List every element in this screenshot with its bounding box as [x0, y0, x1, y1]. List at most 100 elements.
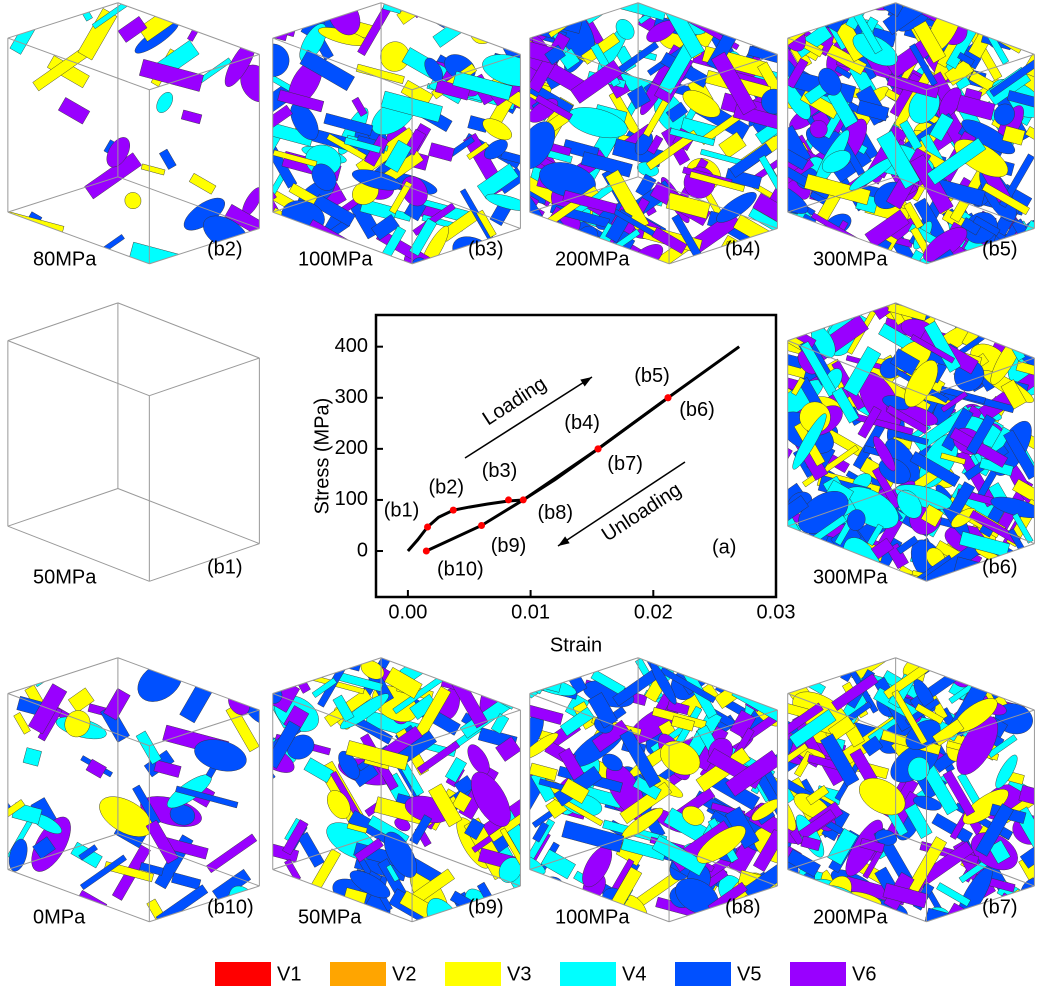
panel-label: (b9) [468, 896, 504, 918]
variant-plate [159, 149, 176, 170]
panel-label: (b6) [982, 556, 1018, 578]
variant-plate [298, 832, 325, 867]
variant-plate [431, 0, 450, 18]
variant-plate [824, 653, 849, 668]
variant-plate [780, 242, 815, 287]
variant-plate [745, 667, 781, 695]
x-tick-label: 0.01 [511, 601, 550, 623]
panel-label: (b2) [207, 238, 243, 260]
variant-plate [1001, 633, 1037, 686]
variant-plate [998, 654, 1037, 678]
variant-plate [103, 688, 130, 720]
variant-plate [0, 891, 19, 926]
variant-plate [215, 653, 245, 695]
stress-label: 0MPa [33, 906, 86, 928]
variant-plate [851, 634, 906, 679]
panel-label: (b8) [725, 896, 761, 918]
variant-plate [972, 655, 1016, 687]
variant-plate [681, 247, 731, 288]
cube-edge [118, 489, 259, 544]
x-tick-label: 0.02 [634, 601, 673, 623]
cube-panel: 0MPa(b10) [0, 641, 279, 945]
variant-plate [776, 228, 804, 253]
variant-plate [64, 0, 92, 21]
variant-plate [694, 0, 747, 16]
variant-plate [456, 663, 518, 693]
variant-plate [255, 0, 292, 29]
state-point [520, 496, 527, 503]
variant-plate [433, 11, 477, 47]
cube-edge [8, 303, 118, 341]
variant-plate [487, 9, 505, 20]
variant-plate [428, 143, 454, 162]
variant-plate [772, 552, 812, 605]
cube-panel: 50MPa(b9) [237, 642, 543, 962]
variant-plate [1025, 126, 1037, 142]
point-label: (b4) [564, 412, 600, 434]
variant-plate [501, 0, 527, 12]
variant-plate [974, 270, 1020, 334]
variant-plate [58, 97, 90, 124]
cube-edge [8, 489, 118, 527]
variant-plate [452, 0, 476, 15]
cube-panel: 300MPa(b5) [749, 0, 1037, 291]
variant-plate [788, 637, 822, 686]
legend-swatch [560, 962, 616, 986]
variant-plate [682, 916, 709, 942]
variant-plate [738, 0, 770, 38]
variant-plate [715, 642, 750, 694]
variant-plate [103, 234, 124, 251]
panel-label: (b3) [468, 238, 504, 260]
variant-plate [412, 0, 450, 18]
variant-plate [503, 232, 551, 269]
stress-label: 200MPa [555, 248, 630, 270]
variant-plate [317, 649, 361, 671]
cube-edge [8, 341, 149, 396]
variant-plate [171, 873, 201, 890]
variant-plate [1016, 0, 1037, 51]
state-point [595, 445, 602, 452]
point-label: (b7) [607, 453, 643, 475]
variant-plate [1023, 10, 1037, 30]
variant-plate [981, 293, 1014, 340]
figure: 80MPa(b2)100MPa(b3)200MPa(b4)300MPa(b5)5… [0, 0, 1037, 992]
variant-plate [782, 230, 805, 253]
cube-panel: 50MPa(b1) [8, 303, 260, 588]
y-tick-label: 400 [335, 335, 368, 357]
variant-plate [802, 540, 826, 565]
variant-plate [228, 0, 263, 33]
variant-plate [192, 671, 211, 687]
variant-plate [256, 907, 277, 935]
variant-plate [1000, 669, 1037, 696]
variant-plate [763, 887, 788, 914]
variant-plate [352, 97, 367, 116]
variant-plate [189, 173, 216, 194]
point-label: (b5) [634, 365, 670, 387]
variant-plate [717, 0, 751, 18]
variant-plate [122, 189, 145, 212]
state-point [424, 524, 431, 531]
variant-plate [304, 758, 334, 783]
variant-plate [6, 837, 30, 873]
point-label: (b6) [679, 399, 715, 421]
variant-plate [509, 236, 533, 271]
variant-plate [172, 259, 229, 284]
variant-plate [971, 1, 998, 31]
variant-plate [986, 0, 1021, 32]
legend-label: V1 [277, 963, 301, 985]
variant-plate [831, 296, 856, 318]
variant-plate [498, 674, 540, 704]
cube-edge [149, 358, 259, 396]
variant-plate [141, 164, 165, 175]
y-tick-label: 100 [335, 488, 368, 510]
state-point [450, 507, 457, 514]
panel-label: (b4) [725, 238, 761, 260]
stress-label: 80MPa [33, 248, 97, 270]
variant-plate [129, 242, 187, 272]
variant-plate [153, 89, 176, 115]
variant-plate [475, 0, 524, 28]
x-tick-label: 0.00 [388, 601, 427, 623]
variant-plate [33, 662, 64, 686]
point-label: (b3) [482, 460, 518, 482]
variant-plate [14, 712, 31, 734]
